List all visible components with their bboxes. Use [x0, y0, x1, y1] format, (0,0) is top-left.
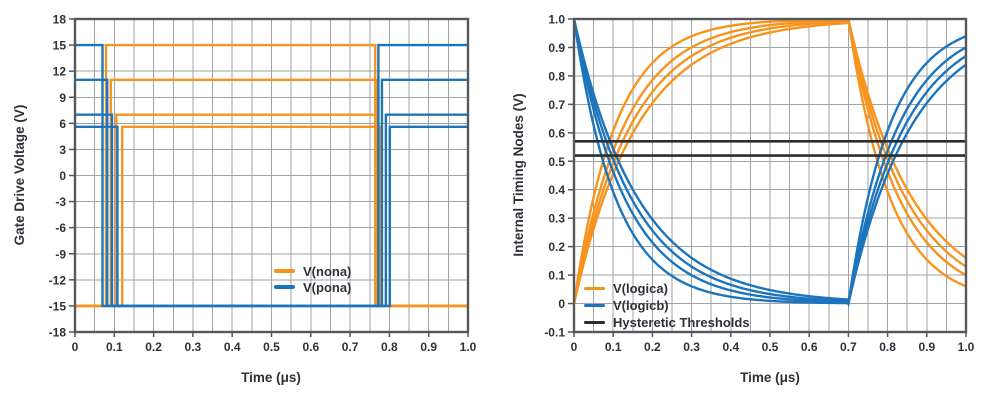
y-tick-label: 0 — [558, 297, 565, 311]
x-tick-label: 0.5 — [762, 340, 779, 354]
y-tick-label: -15 — [49, 299, 67, 313]
y-tick-label: 1.0 — [548, 13, 565, 27]
x-tick-label: 0.9 — [918, 340, 935, 354]
y-tick-label: 18 — [53, 13, 67, 27]
x-tick-label: 1.0 — [958, 340, 975, 354]
x-tick-label: 0.7 — [342, 340, 359, 354]
plot-border — [73, 17, 470, 334]
y-tick-label: -0.1 — [544, 326, 565, 340]
y-tick-label: -9 — [55, 247, 66, 261]
y-axis-title: Internal Timing Nodes (V) — [511, 93, 526, 256]
blue-line-swatch — [584, 303, 605, 308]
series-vlogicb — [574, 19, 966, 307]
gate-drive-chart: 0 0.1 0.2 0.3 0.4 0.5 0.6 0.7 0.8 0.9 1.0 18 15 12 9 6 3… — [12, 13, 477, 386]
x-tick-label: 0.4 — [722, 340, 739, 354]
y-tick-label: 3 — [59, 143, 66, 157]
legend-item: V(logicb) — [584, 297, 750, 314]
x-tick-label: 0.9 — [420, 340, 437, 354]
legend-label: V(logica) — [613, 281, 668, 296]
plot-border — [572, 17, 968, 334]
y-tick-label: 0.8 — [548, 69, 565, 83]
legend-label: Hysteretic Thresholds — [613, 315, 750, 330]
plot-frame — [73, 17, 470, 334]
y-tick-label: 0.7 — [548, 98, 565, 112]
series-vlogica — [574, 19, 966, 304]
y-tick-label: -12 — [49, 273, 67, 287]
y-tick-label: 12 — [53, 65, 67, 79]
legend-item: Hysteretic Thresholds — [584, 314, 750, 331]
series-vlogica — [574, 19, 966, 304]
y-tick-label: -6 — [55, 221, 66, 235]
legend-item: V(nona) — [274, 263, 351, 279]
y-tick-label: 6 — [59, 117, 66, 131]
x-tick-label: 0.6 — [801, 340, 818, 354]
series-vlogicb — [574, 19, 966, 306]
y-tick-label: 0.1 — [548, 269, 565, 283]
y-tick-label: 0 — [59, 169, 66, 183]
y-tick-label: 0.9 — [548, 41, 565, 55]
orange-line-swatch — [584, 286, 605, 291]
waveforms — [574, 19, 966, 308]
y-tick-label: 0.2 — [548, 240, 565, 254]
timing-nodes-chart-panel: 0 0.1 0.2 0.3 0.4 0.5 0.6 0.7 0.8 0.9 1.0 1.0 0.9 0.8… — [496, 0, 992, 402]
series-vlogicb — [574, 19, 966, 306]
blue-line-swatch — [274, 285, 295, 289]
y-tick-label: -3 — [55, 195, 66, 209]
x-tick-label: 0.3 — [683, 340, 700, 354]
timing-nodes-legend: V(logica) V(logicb) Hysteretic Threshold… — [584, 280, 750, 331]
x-tick-label: 0.3 — [185, 340, 202, 354]
x-tick-label: 0.2 — [145, 340, 162, 354]
gate-drive-legend: V(nona) V(pona) — [274, 263, 351, 295]
gate-drive-chart-panel: 0 0.1 0.2 0.3 0.4 0.5 0.6 0.7 0.8 0.9 1.0 18 15 12 9 6 3… — [12, 13, 477, 386]
x-tick-label: 0.5 — [263, 340, 280, 354]
timing-nodes-chart: 0 0.1 0.2 0.3 0.4 0.5 0.6 0.7 0.8 0.9 1.0 1.0 0.9 0.8… — [511, 13, 975, 386]
threshold-line-swatch — [584, 320, 605, 325]
x-tick-label: 0 — [571, 340, 578, 354]
y-tick-label: 15 — [53, 39, 67, 53]
y-axis-title: Gate Drive Voltage (V) — [12, 105, 27, 246]
series-vpona — [75, 125, 468, 308]
y-tick-label: 9 — [59, 91, 66, 105]
orange-line-swatch — [274, 269, 295, 273]
series-vlogica — [574, 19, 966, 304]
legend-item: V(logica) — [584, 280, 750, 297]
series-vlogicb — [574, 19, 966, 308]
axis-ticks: 0 0.1 0.2 0.3 0.4 0.5 0.6 0.7 0.8 0.9 1.0 1.0 0.9 0.8… — [544, 13, 974, 355]
x-tick-label: 0.1 — [106, 340, 123, 354]
x-tick-label: 1.0 — [460, 340, 477, 354]
series-vlogica — [574, 19, 966, 304]
y-tick-label: 0.3 — [548, 212, 565, 226]
y-tick-label: 0.5 — [548, 155, 565, 169]
legend-label: V(nona) — [303, 263, 352, 279]
x-axis-title: Time (μs) — [740, 370, 800, 385]
hysteretic-threshold-lines — [574, 140, 966, 157]
x-tick-label: 0.4 — [224, 340, 241, 354]
x-tick-label: 0.1 — [605, 340, 622, 354]
x-tick-label: 0.2 — [644, 340, 661, 354]
y-tick-label: 0.6 — [548, 126, 565, 140]
legend-label: V(pona) — [303, 279, 352, 295]
x-tick-label: 0.7 — [840, 340, 857, 354]
legend-label: V(logicb) — [613, 298, 669, 313]
x-tick-label: 0.8 — [381, 340, 398, 354]
x-tick-label: 0 — [72, 340, 79, 354]
axis-ticks: 0 0.1 0.2 0.3 0.4 0.5 0.6 0.7 0.8 0.9 1.0 18 15 12 9 6 3… — [49, 13, 477, 355]
legend-item: V(pona) — [274, 279, 351, 295]
y-tick-label: -18 — [49, 326, 67, 340]
x-axis-title: Time (μs) — [241, 370, 301, 385]
x-tick-label: 0.6 — [302, 340, 319, 354]
gridlines — [75, 19, 468, 332]
plot-frame — [572, 17, 968, 334]
y-tick-label: 0.4 — [548, 183, 565, 197]
x-tick-label: 0.8 — [879, 340, 896, 354]
waveforms — [75, 43, 468, 308]
